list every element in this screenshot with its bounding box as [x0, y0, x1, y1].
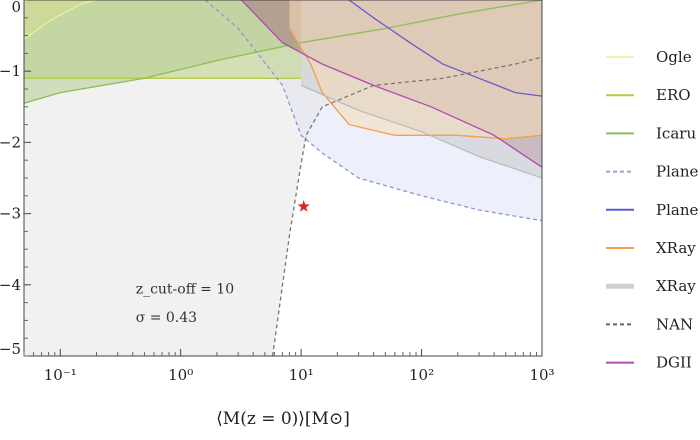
- x-tick-label: 10⁻¹: [44, 366, 77, 384]
- y-tick-label: −1: [0, 62, 21, 80]
- series-line-xrays-cluster-: [300, 84, 542, 179]
- series-line-dgir: [241, 0, 542, 168]
- x-tick-label: 10⁰: [168, 366, 193, 384]
- y-tick-label: −2: [0, 133, 21, 151]
- legend-label: Ogle: [656, 48, 692, 66]
- legend-label: XRay: [656, 239, 696, 257]
- legend-label: Plane: [656, 163, 698, 181]
- region-xrays: [289, 0, 542, 139]
- legend-label: Icaru: [656, 124, 696, 142]
- series-line-nanograv: [271, 56, 542, 356]
- series-line-planck-disk-: [204, 0, 542, 222]
- legend-label: ERO: [656, 86, 691, 104]
- region-ogle: [24, 0, 97, 40]
- legend-label: Plane: [656, 201, 698, 219]
- y-tick-label: −4: [0, 276, 21, 294]
- x-tick-label: 10²: [409, 366, 434, 384]
- legend-label: DGII: [656, 354, 692, 372]
- region-fills: [24, 0, 542, 356]
- y-tick-label: 0: [11, 0, 21, 16]
- region-icarus: [24, 0, 542, 104]
- annotation-text: z_cut-off = 10: [136, 281, 234, 297]
- y-tick-label: −3: [0, 205, 21, 223]
- series-lines: [24, 0, 542, 356]
- y-tick-label: −5: [0, 340, 21, 358]
- axis-ticks: 10⁻¹ 10⁰ 10¹ 10² 10³ 0 −1 −2 −3 −4 −5: [0, 0, 555, 384]
- legend-label: NAN: [656, 315, 693, 333]
- legend: Ogle ERO Icaru Plane Plane XRay XRay NAN DGII: [606, 48, 698, 372]
- x-axis-title: ⟨M(z = 0)⟩[M⊙]: [216, 409, 350, 429]
- x-tick-label: 10¹: [289, 366, 314, 384]
- series-line-icarus: [24, 0, 542, 104]
- annotation-text: σ = 0.43: [136, 310, 197, 326]
- marks: z_cut-off = 10 σ = 0.43: [136, 200, 310, 326]
- legend-label: XRay: [656, 277, 696, 295]
- series-line-planck-spherical-: [348, 0, 542, 97]
- series-line-ogle: [24, 0, 97, 40]
- region-nanograv: [24, 0, 542, 356]
- star-marker: [297, 200, 310, 212]
- x-tick-label: 10³: [529, 366, 554, 384]
